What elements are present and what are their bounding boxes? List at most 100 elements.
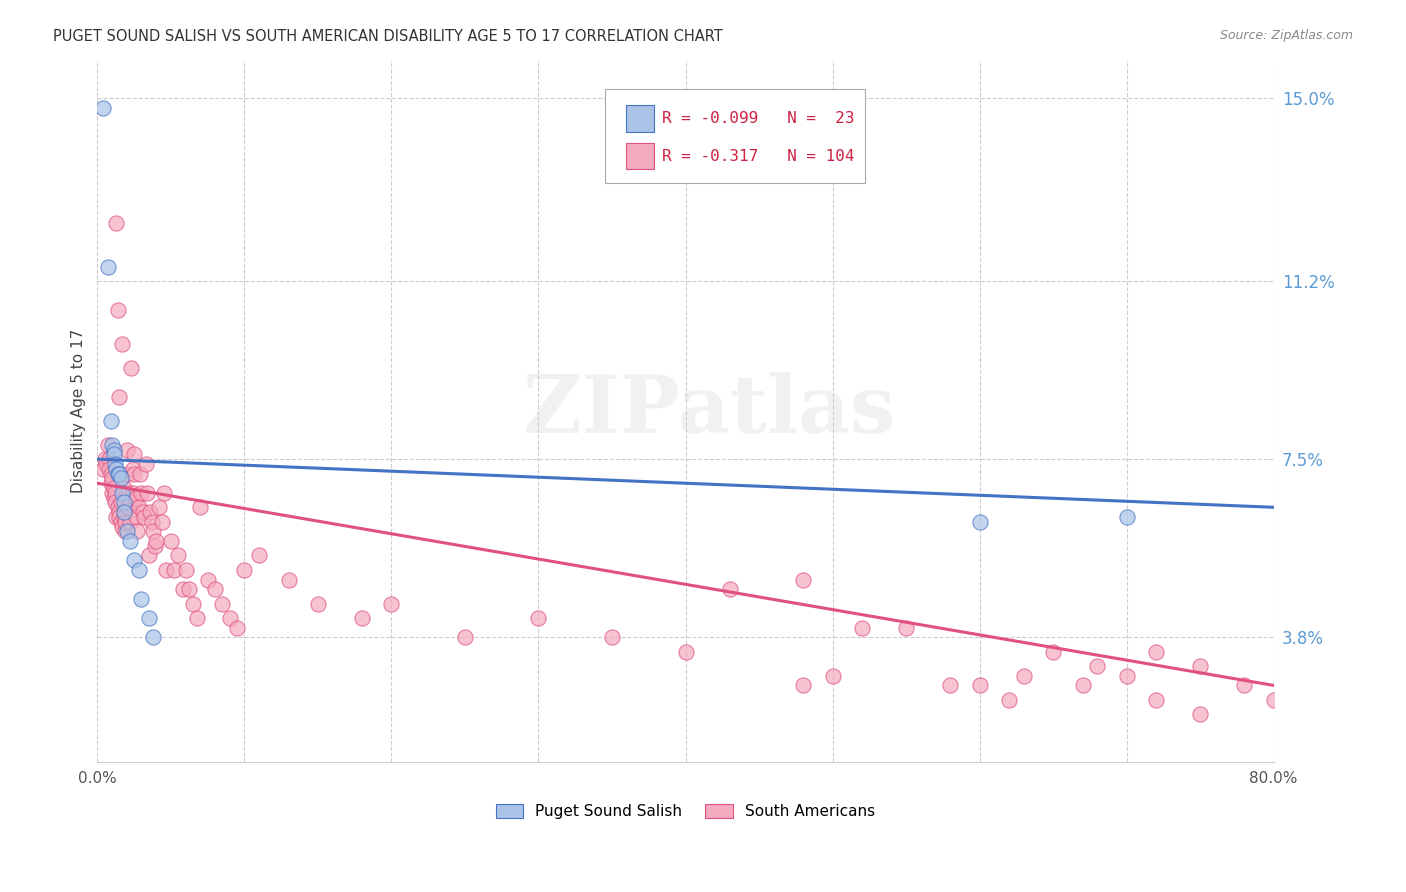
Point bbox=[150, 515, 173, 529]
Point bbox=[105, 462, 128, 476]
Point bbox=[104, 457, 127, 471]
Point bbox=[97, 260, 120, 274]
Point bbox=[138, 549, 160, 563]
Point bbox=[233, 563, 256, 577]
Point bbox=[247, 549, 270, 563]
Point bbox=[1189, 707, 1212, 722]
Point bbox=[939, 678, 962, 692]
Point bbox=[277, 573, 299, 587]
Point bbox=[969, 678, 991, 692]
Point bbox=[124, 510, 146, 524]
Point bbox=[108, 467, 131, 481]
Point bbox=[218, 611, 240, 625]
Point bbox=[121, 486, 143, 500]
Point bbox=[112, 510, 135, 524]
Point bbox=[112, 481, 135, 495]
Point bbox=[108, 505, 131, 519]
Point bbox=[118, 533, 141, 548]
Point bbox=[142, 630, 165, 644]
Point bbox=[91, 101, 114, 115]
Text: R = -0.099   N =  23: R = -0.099 N = 23 bbox=[662, 112, 855, 126]
Point bbox=[132, 505, 155, 519]
Point bbox=[118, 495, 141, 509]
Point bbox=[135, 457, 157, 471]
Point bbox=[105, 510, 128, 524]
Point bbox=[108, 390, 131, 404]
Point bbox=[527, 611, 550, 625]
Text: R = -0.317   N = 104: R = -0.317 N = 104 bbox=[662, 149, 855, 163]
Point bbox=[160, 533, 183, 548]
Point bbox=[226, 621, 249, 635]
Point bbox=[1263, 693, 1285, 707]
Point bbox=[152, 486, 174, 500]
Point bbox=[111, 519, 134, 533]
Point bbox=[122, 553, 145, 567]
Point bbox=[174, 563, 197, 577]
Point bbox=[675, 645, 697, 659]
Point bbox=[103, 447, 125, 461]
Point bbox=[148, 500, 170, 515]
Point bbox=[103, 481, 125, 495]
Point bbox=[93, 452, 115, 467]
Point bbox=[100, 476, 122, 491]
Point bbox=[107, 467, 129, 481]
Point bbox=[114, 515, 136, 529]
Point bbox=[108, 510, 131, 524]
Point bbox=[111, 336, 134, 351]
Point bbox=[118, 515, 141, 529]
Point bbox=[167, 549, 190, 563]
Point bbox=[110, 495, 132, 509]
Point bbox=[122, 447, 145, 461]
Point bbox=[110, 471, 132, 485]
Point bbox=[211, 597, 233, 611]
Point bbox=[792, 573, 814, 587]
Point bbox=[186, 611, 208, 625]
Point bbox=[141, 515, 163, 529]
Point bbox=[204, 582, 226, 596]
Point bbox=[121, 462, 143, 476]
Point bbox=[894, 621, 917, 635]
Point bbox=[969, 515, 991, 529]
Point bbox=[110, 515, 132, 529]
Point bbox=[138, 611, 160, 625]
Point bbox=[155, 563, 177, 577]
Point bbox=[142, 524, 165, 539]
Point bbox=[1233, 678, 1256, 692]
Point bbox=[792, 678, 814, 692]
Point bbox=[107, 500, 129, 515]
Point bbox=[177, 582, 200, 596]
Point bbox=[91, 462, 114, 476]
Point bbox=[131, 591, 153, 606]
Point bbox=[181, 597, 204, 611]
Point bbox=[1115, 669, 1137, 683]
Legend: Puget Sound Salish, South Americans: Puget Sound Salish, South Americans bbox=[489, 797, 882, 825]
Point bbox=[1144, 693, 1167, 707]
Point bbox=[96, 457, 118, 471]
Point bbox=[851, 621, 873, 635]
Point bbox=[1042, 645, 1064, 659]
Point bbox=[101, 471, 124, 485]
Point bbox=[131, 486, 153, 500]
Point bbox=[1071, 678, 1094, 692]
Text: PUGET SOUND SALISH VS SOUTH AMERICAN DISABILITY AGE 5 TO 17 CORRELATION CHART: PUGET SOUND SALISH VS SOUTH AMERICAN DIS… bbox=[53, 29, 723, 44]
Point bbox=[998, 693, 1021, 707]
Point bbox=[163, 563, 186, 577]
Y-axis label: Disability Age 5 to 17: Disability Age 5 to 17 bbox=[72, 329, 86, 493]
Point bbox=[172, 582, 194, 596]
Point bbox=[103, 491, 125, 505]
Point bbox=[136, 486, 159, 500]
Point bbox=[117, 500, 139, 515]
Point bbox=[1012, 669, 1035, 683]
Point bbox=[143, 539, 166, 553]
Point bbox=[104, 486, 127, 500]
Point bbox=[600, 630, 623, 644]
Point bbox=[139, 505, 162, 519]
Point bbox=[1144, 645, 1167, 659]
Point bbox=[98, 452, 121, 467]
Point bbox=[1085, 659, 1108, 673]
Point bbox=[100, 467, 122, 481]
Point bbox=[111, 486, 134, 500]
Point bbox=[821, 669, 844, 683]
Point bbox=[112, 505, 135, 519]
Point bbox=[124, 491, 146, 505]
